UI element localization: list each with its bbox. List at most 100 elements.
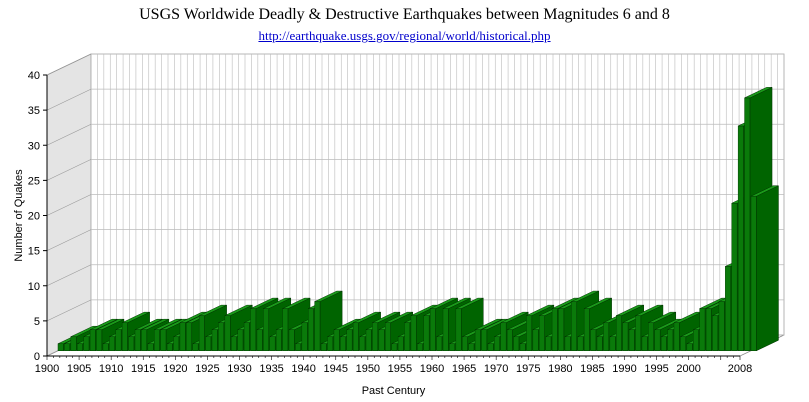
bar-front <box>275 329 282 351</box>
source-link[interactable]: http://earthquake.usgs.gov/regional/worl… <box>258 28 551 43</box>
bar-top <box>430 297 458 309</box>
x-tick-label: 1930 <box>227 363 251 375</box>
bar-front <box>539 315 545 351</box>
x-tick-label: 1960 <box>420 363 444 375</box>
grid-line-left-wall <box>46 194 92 216</box>
bar-top <box>500 311 529 323</box>
y-tick-label: 35 <box>28 105 40 117</box>
bar-front <box>686 343 693 352</box>
bar-front <box>64 343 71 352</box>
bar-side <box>756 185 779 352</box>
bar-top <box>224 304 253 316</box>
x-tick-label: 1945 <box>324 363 348 375</box>
bar-front <box>333 329 340 351</box>
x-tick-label: 2008 <box>728 363 752 375</box>
x-tick-label: 1905 <box>67 363 91 375</box>
bar-front <box>410 315 417 351</box>
bar-front <box>121 322 128 351</box>
bar-front <box>256 329 263 351</box>
grid-line-left-wall <box>46 159 92 181</box>
x-tick-label: 1920 <box>163 363 187 375</box>
grid-line-left-wall <box>46 88 92 111</box>
bar-front <box>237 329 244 351</box>
grid-line-left-wall <box>46 53 92 76</box>
bar-front <box>616 315 622 351</box>
bar-front <box>340 336 347 352</box>
bar-front <box>455 308 462 352</box>
bar-front <box>462 336 468 352</box>
bar-front <box>494 336 501 352</box>
bar-top <box>474 318 503 330</box>
bar-front <box>680 336 687 352</box>
x-axis-label: Past Century <box>362 385 426 397</box>
bar-front <box>660 336 667 352</box>
bar-front <box>519 343 526 352</box>
bar-top <box>442 297 471 309</box>
bar-front <box>628 329 635 351</box>
bar-front <box>77 343 83 352</box>
bar-front <box>192 343 199 352</box>
x-tick-label: 1925 <box>195 363 219 375</box>
bar-front <box>57 343 64 352</box>
x-tick-label: 1985 <box>580 363 604 375</box>
bar-front <box>417 343 424 352</box>
bar-front <box>102 343 109 352</box>
bar-front <box>596 336 603 352</box>
x-tick-label: 1955 <box>388 363 412 375</box>
bar-top <box>89 318 118 330</box>
bar-front <box>705 308 712 352</box>
x-tick-label: 1990 <box>612 363 636 375</box>
bar-top <box>616 304 644 316</box>
y-tick-label: 15 <box>28 246 40 258</box>
bar-front <box>327 336 334 352</box>
bar-front <box>89 329 96 351</box>
bar-front <box>346 329 353 351</box>
y-tick-label: 40 <box>28 70 40 82</box>
bar-front <box>725 266 732 352</box>
bar-front <box>282 308 289 352</box>
bar-front <box>506 329 513 351</box>
bar-front <box>372 322 379 351</box>
bar-front <box>551 308 558 352</box>
bar-front <box>263 308 270 352</box>
bar-front <box>737 125 744 351</box>
bar-front <box>397 336 404 352</box>
bar-front <box>545 336 552 352</box>
bar-front <box>635 315 642 351</box>
bar-front <box>731 202 738 351</box>
bar-front <box>667 329 674 351</box>
bar-front <box>699 308 706 352</box>
bar-front <box>468 343 475 352</box>
bar-front <box>564 336 571 352</box>
bar-front <box>744 97 751 351</box>
bar-top <box>455 297 484 309</box>
grid-line-left-wall <box>46 264 92 287</box>
x-tick-label: 2000 <box>676 363 700 375</box>
bar-top <box>96 318 125 330</box>
bar-front <box>654 329 661 351</box>
bar-front <box>391 343 398 352</box>
bar-front <box>442 308 449 352</box>
bar-front <box>160 329 167 351</box>
x-tick-label: 1940 <box>291 363 315 375</box>
bar-front <box>205 336 212 352</box>
x-tick-label: 1910 <box>99 363 123 375</box>
bar-front <box>141 329 148 351</box>
bar-front <box>641 336 648 352</box>
chart-subtitle: http://earthquake.usgs.gov/regional/worl… <box>0 28 809 44</box>
bar-front <box>609 336 616 352</box>
bar-front <box>500 322 507 351</box>
bar-front <box>436 336 443 352</box>
bar-front <box>481 329 488 351</box>
bar-top <box>134 318 163 330</box>
bar-top <box>571 290 599 302</box>
bar-top <box>141 318 169 330</box>
bar-front <box>693 329 699 351</box>
x-tick-label: 1915 <box>131 363 155 375</box>
bar-top <box>648 311 676 323</box>
bar-front <box>243 322 250 351</box>
y-tick-label: 30 <box>28 140 40 152</box>
y-tick-label: 10 <box>28 281 40 293</box>
bar-top <box>526 304 554 316</box>
bar-front <box>314 301 321 352</box>
